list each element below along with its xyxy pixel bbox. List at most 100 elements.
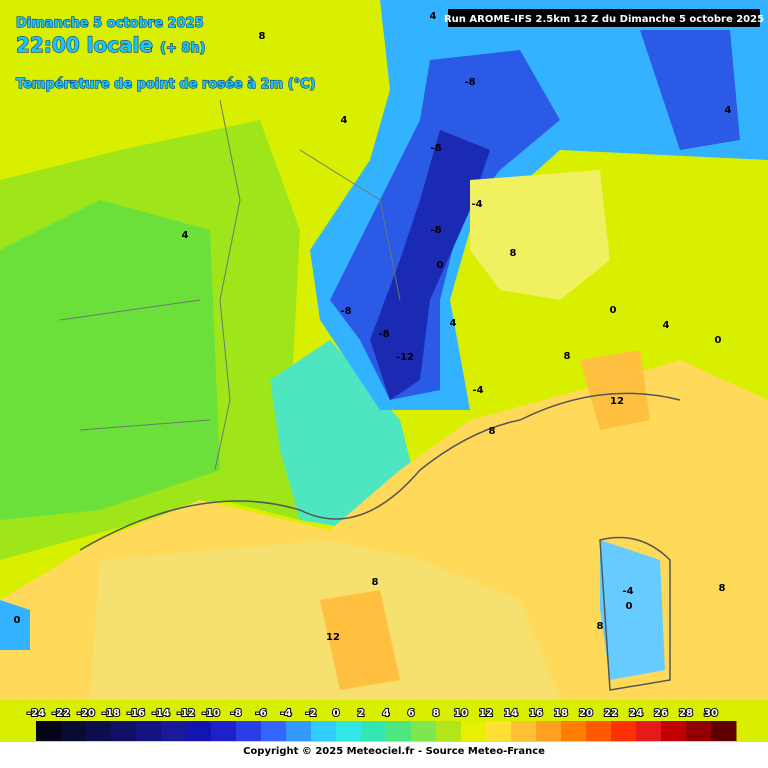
legend-label: 12 (479, 708, 493, 719)
contour-label: 8 (719, 583, 726, 594)
contour-label: 0 (610, 305, 617, 316)
contour-label: 12 (326, 632, 340, 643)
lead-time: (+ 8h) (160, 41, 206, 56)
contour-label: 4 (182, 230, 189, 241)
legend-label: -20 (77, 708, 95, 719)
zone-yellow-plain (470, 170, 610, 300)
legend-swatch (411, 721, 437, 741)
legend-swatch (586, 721, 612, 741)
zone-blue-east (640, 30, 740, 150)
contour-label: -4 (471, 199, 482, 210)
contour-label: -8 (378, 329, 389, 340)
borders (59, 99, 401, 471)
variable: Température de point de rosée à 2m (°C) (16, 77, 316, 92)
contour-label: -8 (430, 225, 441, 236)
legend-label: -22 (52, 708, 70, 719)
legend-swatch (636, 721, 662, 741)
contour-labels: 4 8 4 4 -8 -8 -8 -8 -4 0 -8 -12 4 -4 8 0 4 0 8 12 8 8 12 0 -4 8 0 8… (14, 11, 732, 643)
legend-swatch (486, 721, 512, 741)
contour-label: 12 (610, 396, 624, 407)
legend-swatch (436, 721, 462, 741)
legend-label: -8 (230, 708, 241, 719)
contour-label: -12 (396, 352, 414, 363)
legend-label: -16 (127, 708, 145, 719)
contour-label: 8 (510, 248, 517, 259)
legend-swatch (86, 721, 112, 741)
legend-swatch (211, 721, 237, 741)
legend-swatch (511, 721, 537, 741)
legend-label: -14 (152, 708, 170, 719)
legend-swatch (261, 721, 287, 741)
legend-label: 2 (358, 708, 365, 719)
zone-orange-dark (320, 590, 400, 690)
legend-label: -18 (102, 708, 120, 719)
contour-label: 4 (450, 318, 457, 329)
legend-label: -6 (255, 708, 266, 719)
zone-corsica (600, 540, 665, 680)
legend-swatch (286, 721, 312, 741)
contour-label: -8 (464, 77, 475, 88)
run-info: Run AROME-IFS 2.5km 12 Z du Dimanche 5 o… (444, 14, 764, 25)
legend-label: -12 (177, 708, 195, 719)
legend-swatch (561, 721, 587, 741)
date: Dimanche 5 octobre 2025 (16, 16, 204, 31)
legend-swatch (61, 721, 87, 741)
legend-swatch (336, 721, 362, 741)
legend-label: 6 (408, 708, 415, 719)
zone-cyan (270, 340, 420, 530)
legend-swatch (311, 721, 337, 741)
legend-swatch (186, 721, 212, 741)
legend-label: -2 (305, 708, 316, 719)
legend-swatch (236, 721, 262, 741)
legend-label: 28 (679, 708, 693, 719)
legend-label: -10 (202, 708, 220, 719)
legend-label: -24 (27, 708, 45, 719)
legend: -24 -22 -20 -18 -16 -14 -12 -10 -8 -6 -4 -2 0 2 4 6 8 10 1… (26, 707, 737, 741)
legend-swatch (686, 721, 712, 741)
legend-swatch (111, 721, 137, 741)
legend-label: 4 (383, 708, 390, 719)
contour-label: 4 (725, 105, 732, 116)
legend-swatch (36, 721, 62, 741)
contour-label: 0 (14, 615, 21, 626)
legend-swatch (661, 721, 687, 741)
legend-swatch (386, 721, 412, 741)
contour-label: 0 (626, 601, 633, 612)
contour-label: 8 (259, 31, 266, 42)
contour-label: 0 (715, 335, 722, 346)
zone-green-dark (0, 200, 220, 520)
legend-label: 30 (704, 708, 718, 719)
time: 22:00 locale (16, 33, 153, 57)
zone-orange-dark-2 (580, 350, 650, 430)
legend-label: 10 (454, 708, 468, 719)
legend-swatch (611, 721, 637, 741)
footer (0, 742, 768, 768)
legend-label: 24 (629, 708, 643, 719)
contour-label: -8 (430, 143, 441, 154)
zone-blue-deep (370, 130, 490, 400)
legend-label: 26 (654, 708, 668, 719)
coastline (79, 392, 681, 691)
legend-label: 8 (433, 708, 440, 719)
contour-label: 0 (437, 260, 444, 271)
run-banner (448, 9, 760, 27)
legend-swatch (711, 721, 737, 741)
legend-label: 18 (554, 708, 568, 719)
legend-label: 22 (604, 708, 618, 719)
contour-label: 4 (341, 115, 348, 126)
contour-label: 4 (663, 320, 670, 331)
contour-label: 8 (597, 621, 604, 632)
legend-swatch (136, 721, 162, 741)
contour-label: 8 (564, 351, 571, 362)
legend-swatch (361, 721, 387, 741)
legend-label: 0 (333, 708, 340, 719)
copyright: Copyright © 2025 Meteociel.fr - Source M… (243, 746, 545, 757)
legend-label: -4 (280, 708, 291, 719)
legend-swatch (161, 721, 187, 741)
contour-label: 4 (430, 11, 437, 22)
contour-label: 8 (489, 426, 496, 437)
zone-blue-sw (0, 600, 30, 650)
legend-label: 20 (579, 708, 593, 719)
contour-label: -4 (622, 586, 633, 597)
